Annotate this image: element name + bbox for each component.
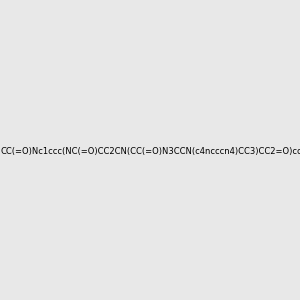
Text: CC(=O)Nc1ccc(NC(=O)CC2CN(CC(=O)N3CCN(c4ncccn4)CC3)CC2=O)cc1: CC(=O)Nc1ccc(NC(=O)CC2CN(CC(=O)N3CCN(c4n… xyxy=(0,147,300,156)
